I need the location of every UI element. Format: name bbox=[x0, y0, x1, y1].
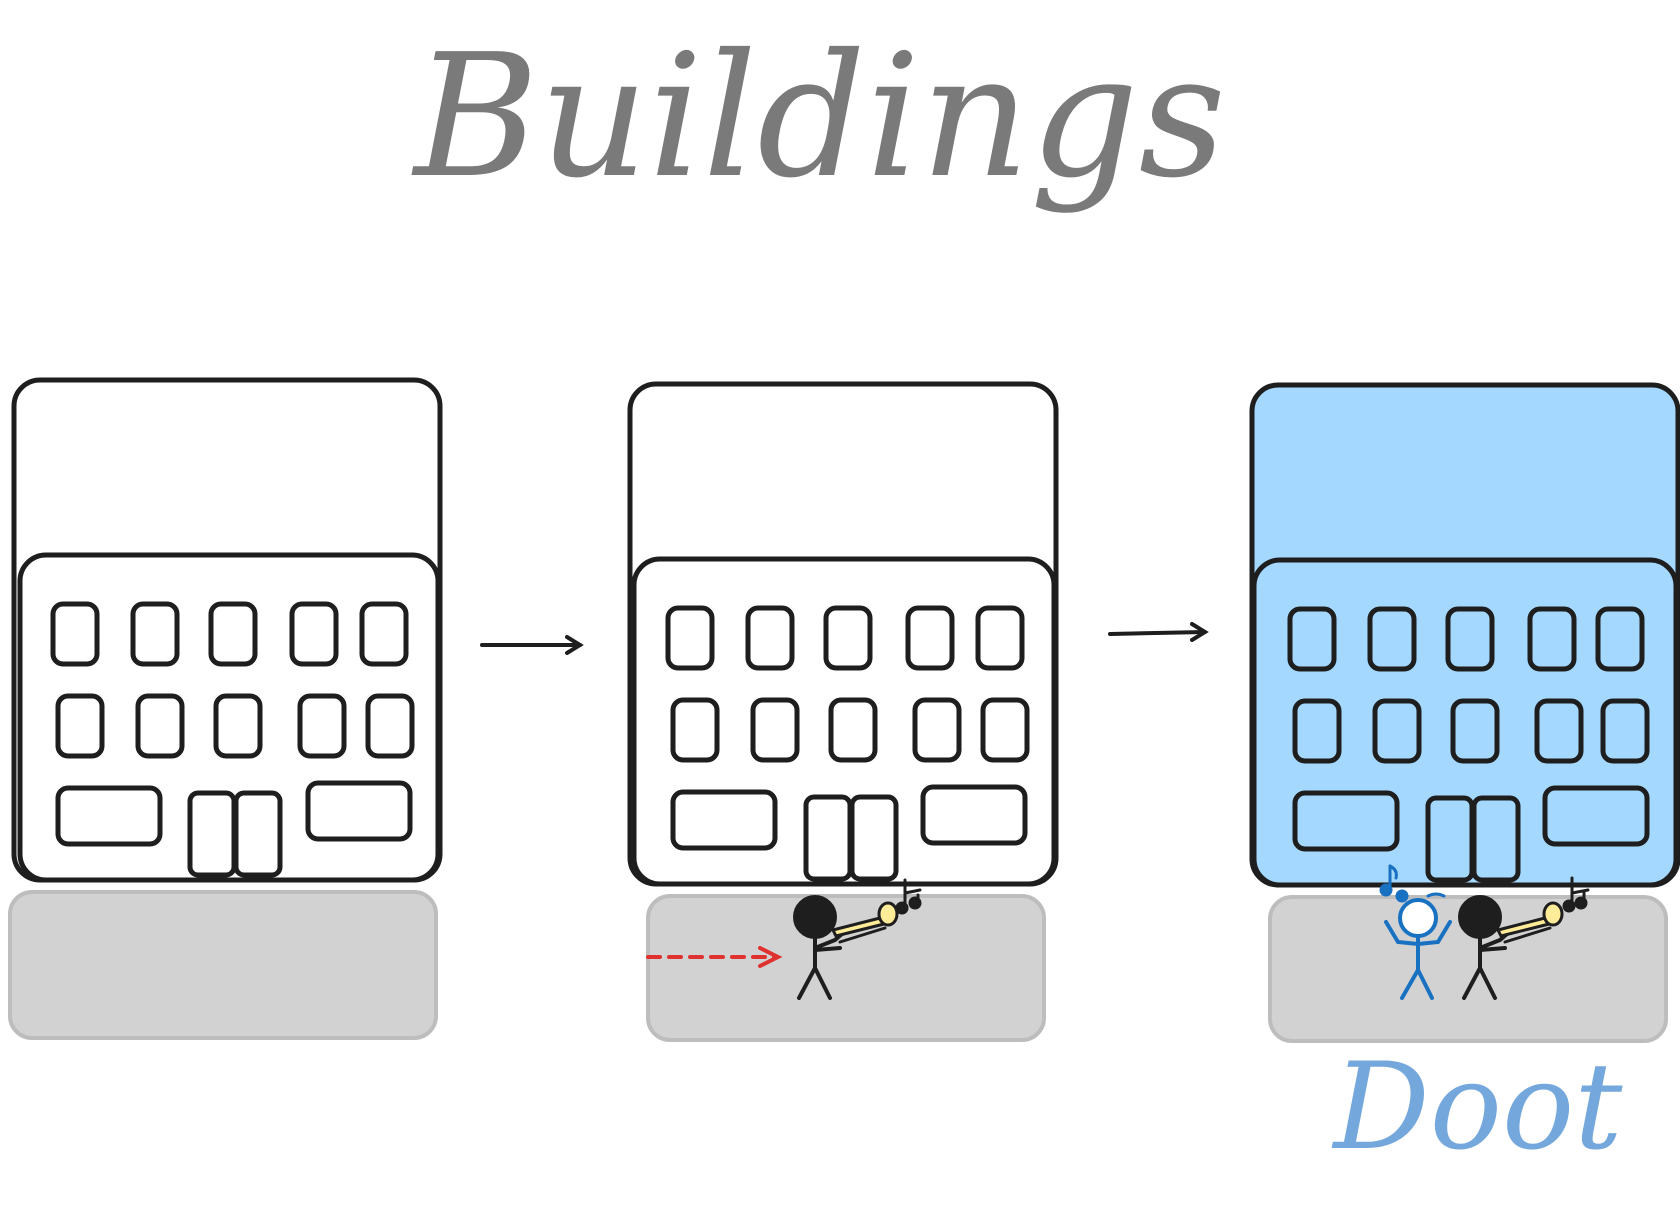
window-row-1 bbox=[1287, 606, 1645, 672]
panel-1 bbox=[8, 377, 443, 1040]
listener-head bbox=[1398, 898, 1438, 938]
music-note bbox=[1379, 864, 1446, 903]
sidewalk bbox=[8, 890, 438, 1040]
trombonist bbox=[793, 878, 922, 1000]
sidewalk bbox=[1268, 895, 1668, 1043]
wide-window-right bbox=[305, 780, 413, 842]
wide-window-left bbox=[670, 789, 778, 851]
trombone bbox=[1495, 901, 1564, 944]
wide-window-right bbox=[1542, 785, 1650, 847]
music-note bbox=[895, 878, 922, 915]
building bbox=[1249, 382, 1680, 888]
building bbox=[627, 381, 1059, 887]
wide-window-left bbox=[1292, 790, 1400, 852]
window-row-2 bbox=[670, 697, 1030, 763]
transition-arrow-1 bbox=[480, 635, 584, 655]
sidewalk bbox=[646, 894, 1046, 1042]
trombonist-head bbox=[793, 895, 837, 939]
double-door bbox=[1425, 795, 1521, 883]
diagram-title: Buildings bbox=[411, 18, 1226, 216]
wide-window-right bbox=[920, 784, 1028, 846]
transition-arrow-2 bbox=[1108, 622, 1209, 642]
trombone bbox=[830, 901, 899, 944]
window-row-1 bbox=[50, 601, 409, 667]
trombonist-head bbox=[1458, 895, 1502, 939]
doot-caption: Doot bbox=[1332, 1038, 1624, 1177]
double-door bbox=[187, 790, 283, 878]
window-row-2 bbox=[1292, 698, 1650, 764]
music-note bbox=[1562, 876, 1590, 913]
trombonist bbox=[1458, 876, 1590, 1000]
window-row-2 bbox=[55, 693, 415, 759]
window-row-1 bbox=[665, 605, 1025, 671]
wide-window-left bbox=[55, 785, 163, 847]
panel-2 bbox=[627, 381, 1059, 1042]
double-door bbox=[803, 794, 899, 882]
walking-direction-arrow bbox=[646, 946, 783, 968]
building bbox=[11, 377, 443, 883]
listener bbox=[1379, 864, 1452, 1000]
panel-3 bbox=[1249, 382, 1680, 1043]
